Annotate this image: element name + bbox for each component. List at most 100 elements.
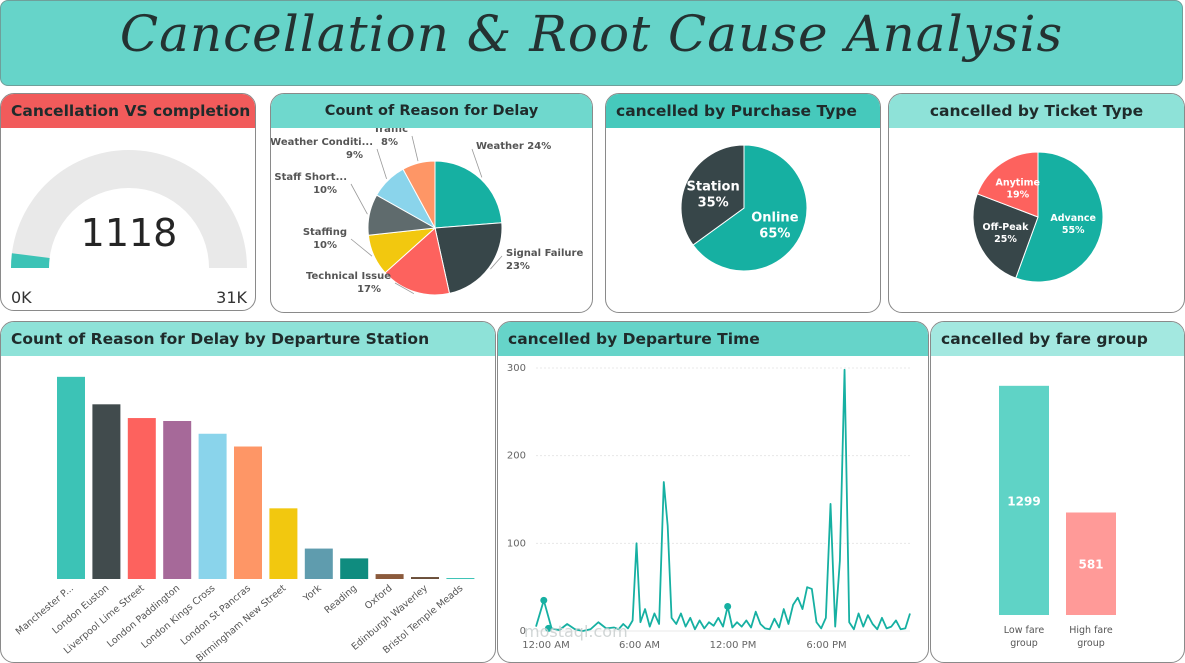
watermark: mostaql.com [524,622,628,641]
gauge-max: 31K [216,288,247,307]
reason-slice-0[interactable] [434,160,503,229]
reason-leader-4 [350,183,368,215]
reason-label-1: Signal Failure [506,248,583,259]
gauge-track [11,150,247,268]
station-bar-5[interactable] [234,446,262,579]
station-bar-10[interactable] [411,577,439,579]
ticket-label-1: Off-Peak [983,222,1030,233]
reason-pct-4: 10% [313,185,337,196]
reason-label-4: Staff Short... [274,172,347,183]
reason-pie-chart: Weather 24% Signal Failure 23% Technical I… [271,128,583,296]
gauge-card[interactable]: Cancellation VS completion 1118 0K 31K [0,93,256,311]
station-bar-7[interactable] [304,548,333,579]
fare-value-0: 1299 [1007,494,1040,508]
station-bar-9[interactable] [375,574,404,579]
station-bar-6[interactable] [269,508,298,579]
reason-slice-1[interactable] [434,222,503,295]
purchase-slice-1[interactable] [680,144,745,246]
purchase-pie-card[interactable]: cancelled by Purchase Type Online 65% Stat… [605,93,881,313]
station-tick-7: York [301,583,324,605]
time-xtick-3: 6:00 PM [806,640,846,651]
time-marker-1[interactable] [724,602,732,610]
reason-label-3: Staffing [303,227,347,238]
gauge-title: Cancellation VS completion [1,94,255,128]
reason-pct-1: 23% [506,261,530,272]
fare-value-1: 581 [1078,558,1103,572]
fare-bar-chart: 1299 Low fare group 581 High fare group [999,385,1116,649]
station-bar-0[interactable] [57,376,85,579]
time-ytick-1: 100 [507,538,526,549]
time-ytick-0: 0 [520,626,526,637]
reason-leader-2 [394,282,415,295]
reason-label-5: Weather Conditi... [271,137,373,148]
station-bar-8[interactable] [340,558,369,579]
fare-tick-line2-0: group [1010,638,1038,649]
page-title: Cancellation & Root Cause Analysis [119,5,1064,63]
reason-label-6: Traffic [374,128,409,135]
reason-pct-3: 10% [313,240,337,251]
reason-pie-card[interactable]: Count of Reason for Delay Weather 24% Sig… [270,93,593,313]
reason-leader-0 [471,148,483,178]
ticket-pct-0: 55% [1062,225,1085,236]
station-bar-1[interactable] [92,404,121,579]
station-bar-3[interactable] [163,420,192,579]
station-tick-9: Oxford [363,583,395,612]
reason-leader-5 [376,148,387,179]
station-bar-11[interactable] [446,578,475,580]
reason-slice-6[interactable] [402,160,436,229]
reason-leader-6 [411,135,419,162]
time-series-line[interactable] [535,368,911,632]
reason-leader-1 [490,255,503,270]
reason-slice-2[interactable] [384,227,451,296]
purchase-pie-title: cancelled by Purchase Type [606,94,880,128]
station-tick-0: Manchester P... [14,583,76,638]
title-banner: Cancellation & Root Cause Analysis [0,0,1183,86]
station-tick-8: Reading [323,583,360,616]
time-marker-0[interactable] [540,596,548,604]
time-line-card[interactable]: cancelled by Departure Time 0 100 200 300 12… [497,321,929,663]
station-bar-card[interactable]: Count of Reason for Delay by Departure S… [0,321,496,663]
fare-tick-line2-1: group [1077,638,1105,649]
reason-pct-6: 8% [381,137,398,148]
fare-bar-1[interactable] [1066,512,1116,615]
purchase-slice-0[interactable] [692,144,808,272]
purchase-label-0: Online [751,211,798,226]
time-ytick-2: 200 [507,451,526,462]
time-line-title: cancelled by Departure Time [498,322,928,356]
fare-bar-card[interactable]: cancelled by fare group 1299 Low fare grou… [930,321,1185,663]
station-bar-title: Count of Reason for Delay by Departure S… [1,322,495,356]
fare-tick-1: High fare [1069,625,1113,636]
ticket-slice-2[interactable] [976,151,1039,218]
time-xtick-1: 6:00 AM [619,640,660,651]
time-xtick-2: 12:00 PM [710,640,757,651]
station-bar-2[interactable] [127,418,156,579]
ticket-pct-2: 19% [1006,190,1029,201]
reason-label-0: Weather 24% [476,141,551,152]
reason-pct-2: 17% [357,284,381,295]
purchase-pct-0: 65% [759,227,790,242]
gauge-min: 0K [11,288,32,307]
purchase-label-1: Station [687,179,740,194]
station-bar-4[interactable] [198,433,227,579]
ticket-pie-title: cancelled by Ticket Type [889,94,1184,128]
ticket-label-0: Advance [1050,213,1096,224]
time-line-chart: 0 100 200 300 12:00 AM 6:00 AM 12:00 PM 6:00 PM [507,363,911,651]
ticket-slice-0[interactable] [1015,151,1104,283]
reason-pie-title: Count of Reason for Delay [271,94,592,128]
gauge-fill [11,253,50,268]
fare-bar-0[interactable] [999,385,1049,615]
gauge-value: 1118 [81,211,178,255]
ticket-pie-card[interactable]: cancelled by Ticket Type Advance 55% Off-P… [888,93,1185,313]
time-xtick-0: 12:00 AM [522,640,569,651]
purchase-pct-1: 35% [698,195,729,210]
reason-leader-3 [350,238,373,257]
ticket-slice-1[interactable] [972,193,1039,279]
time-marker-2[interactable] [544,624,552,632]
ticket-pct-1: 25% [994,234,1017,245]
reason-label-2: Technical Issue [306,271,391,282]
gauge-chart: 1118 0K 31K [11,150,248,307]
reason-pct-5: 9% [346,150,363,161]
